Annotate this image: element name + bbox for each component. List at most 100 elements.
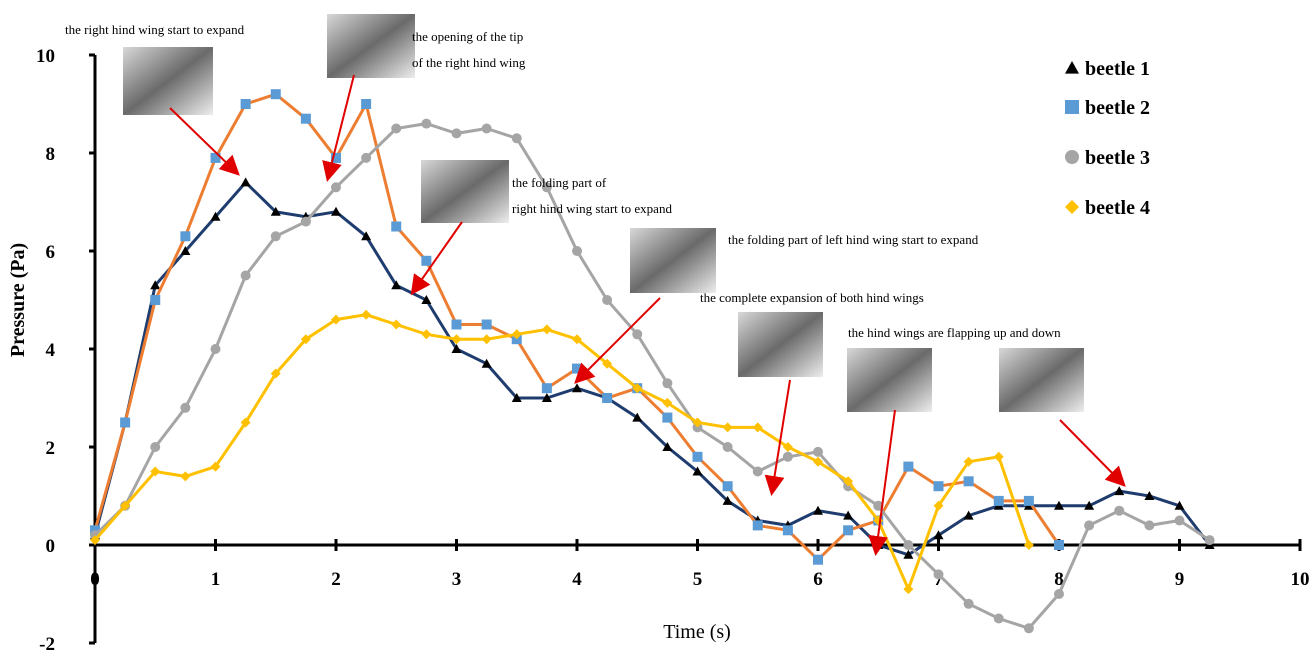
point bbox=[1144, 520, 1155, 531]
point bbox=[903, 584, 914, 595]
point bbox=[270, 231, 281, 242]
photo bbox=[421, 160, 509, 223]
point bbox=[300, 113, 311, 124]
point bbox=[933, 530, 944, 540]
x-tick-label: 9 bbox=[1175, 569, 1185, 590]
x-tick-label: 7 bbox=[934, 569, 944, 590]
x-tick-label: 0 bbox=[90, 569, 100, 590]
y-tick-label: 4 bbox=[46, 340, 56, 361]
legend-marker bbox=[1065, 150, 1079, 164]
point bbox=[361, 99, 372, 109]
point bbox=[270, 368, 281, 379]
point bbox=[361, 309, 372, 320]
point bbox=[632, 412, 643, 422]
point bbox=[963, 598, 974, 609]
annotation: the folding part of bbox=[512, 175, 607, 190]
point bbox=[331, 152, 341, 163]
point bbox=[240, 270, 251, 281]
point bbox=[933, 481, 944, 492]
point bbox=[752, 520, 763, 531]
point bbox=[722, 442, 733, 452]
series-line bbox=[93, 313, 1031, 594]
x-tick-label: 8 bbox=[1054, 569, 1064, 590]
point bbox=[933, 500, 944, 511]
point bbox=[541, 324, 552, 335]
point bbox=[180, 231, 191, 242]
point bbox=[120, 417, 131, 428]
point bbox=[451, 344, 462, 353]
point bbox=[331, 182, 341, 193]
point bbox=[150, 442, 161, 452]
x-tick-label: 4 bbox=[572, 569, 582, 590]
annotation: the folding part of left hind wing start… bbox=[728, 232, 979, 247]
point bbox=[421, 255, 432, 266]
point bbox=[722, 495, 733, 505]
arrow bbox=[410, 221, 463, 296]
point bbox=[572, 363, 582, 374]
legend-label: beetle 2 bbox=[1085, 97, 1150, 119]
point bbox=[451, 334, 462, 345]
y-tick-label: 10 bbox=[36, 46, 55, 67]
arrow bbox=[322, 74, 355, 182]
point bbox=[421, 329, 432, 340]
photo bbox=[630, 228, 716, 293]
point bbox=[572, 334, 582, 345]
x-tick-label: 5 bbox=[693, 569, 703, 590]
legend-marker bbox=[1065, 61, 1079, 74]
photo bbox=[738, 312, 823, 377]
point bbox=[331, 314, 341, 325]
annotation: right hind wing start to expand bbox=[512, 201, 672, 216]
point bbox=[391, 123, 402, 134]
point bbox=[843, 525, 854, 536]
point bbox=[1114, 505, 1125, 516]
x-axis-label: Time (s) bbox=[663, 621, 731, 643]
series-line bbox=[93, 180, 1211, 557]
y-tick-label: 0 bbox=[46, 536, 56, 557]
y-tick-label: 6 bbox=[46, 242, 56, 263]
point bbox=[210, 344, 221, 354]
arrow bbox=[764, 379, 791, 496]
point bbox=[1204, 535, 1215, 546]
point bbox=[481, 334, 492, 345]
point bbox=[451, 128, 462, 139]
point bbox=[180, 471, 191, 482]
annotation: the right hind wing start to expand bbox=[65, 22, 245, 37]
arrow bbox=[1059, 419, 1126, 487]
point bbox=[240, 99, 251, 109]
point bbox=[963, 476, 974, 487]
point bbox=[903, 540, 914, 550]
point bbox=[300, 334, 311, 345]
point bbox=[692, 451, 703, 462]
point bbox=[692, 417, 703, 428]
point bbox=[391, 319, 402, 330]
point bbox=[752, 422, 763, 433]
x-tick-label: 1 bbox=[211, 569, 221, 590]
point bbox=[662, 397, 673, 408]
point bbox=[722, 481, 733, 492]
annotation: the opening of the tip bbox=[412, 29, 523, 44]
photo bbox=[999, 348, 1084, 412]
point bbox=[963, 456, 974, 467]
point bbox=[210, 461, 221, 472]
point bbox=[481, 123, 492, 134]
point bbox=[843, 510, 854, 520]
point bbox=[1084, 520, 1095, 531]
x-tick-label: 10 bbox=[1291, 569, 1310, 590]
point bbox=[963, 510, 974, 520]
point bbox=[361, 231, 372, 241]
point bbox=[150, 466, 161, 477]
arrow bbox=[169, 107, 240, 176]
point bbox=[813, 456, 823, 467]
point bbox=[481, 319, 492, 330]
legend-label: beetle 3 bbox=[1085, 147, 1150, 169]
point bbox=[451, 319, 462, 330]
point bbox=[933, 569, 944, 580]
point bbox=[843, 476, 854, 487]
point bbox=[150, 280, 161, 290]
point bbox=[240, 417, 251, 428]
point bbox=[391, 280, 402, 290]
point bbox=[1084, 500, 1095, 510]
series-line bbox=[93, 122, 1211, 631]
point bbox=[391, 221, 402, 232]
